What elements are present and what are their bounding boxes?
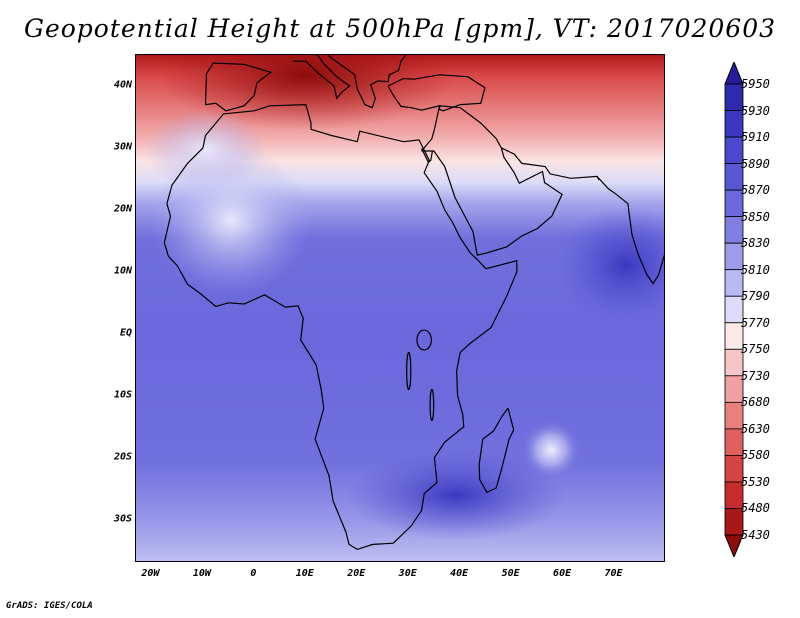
southern-africa-high bbox=[346, 450, 566, 540]
colorbar-bottom-triangle bbox=[724, 534, 744, 557]
colorbar-level-label: 5580 bbox=[741, 448, 770, 463]
sinai-coast bbox=[421, 148, 433, 164]
indian-ocean-cell bbox=[521, 420, 581, 480]
lake-outline bbox=[416, 329, 432, 351]
lat-tick-label: 30S bbox=[113, 513, 132, 525]
colorbar-level-label: 5850 bbox=[741, 209, 770, 224]
lat-tick-label: EQ bbox=[119, 327, 132, 339]
colorbar-level-label: 5810 bbox=[741, 262, 770, 277]
colorbar-level-label: 5770 bbox=[741, 315, 770, 330]
colorbar-level-label: 5870 bbox=[741, 183, 770, 198]
lat-tick-label: 20N bbox=[113, 203, 132, 215]
lat-tick-label: 20S bbox=[113, 451, 132, 463]
map-panel bbox=[135, 54, 665, 562]
colorbar-level-label: 5630 bbox=[741, 421, 770, 436]
turkey-coast bbox=[387, 74, 486, 112]
lon-tick-label: 20W bbox=[141, 568, 160, 579]
lon-tick-label: 20E bbox=[347, 568, 366, 579]
colorbar-level-label: 5830 bbox=[741, 236, 770, 251]
colorbar-level-label: 5790 bbox=[741, 289, 770, 304]
lon-tick-label: 60E bbox=[553, 568, 572, 579]
colorbar-level-label: 5950 bbox=[741, 77, 770, 91]
lon-tick-label: 30E bbox=[398, 568, 417, 579]
lat-tick-label: 30N bbox=[113, 141, 132, 153]
iran-coast bbox=[501, 147, 600, 181]
colorbar bbox=[724, 62, 744, 557]
north-low-core bbox=[156, 55, 456, 130]
map-title: Geopotential Height at 500hPa [gpm], VT:… bbox=[23, 14, 777, 43]
africa-coast bbox=[163, 103, 518, 551]
italy-coast bbox=[292, 55, 351, 100]
lake-outline bbox=[406, 351, 412, 391]
lat-tick-label: 10S bbox=[113, 389, 132, 401]
balkans-coast bbox=[326, 55, 407, 109]
height-field-map bbox=[136, 55, 664, 561]
lon-tick-label: 50E bbox=[501, 568, 520, 579]
india-coast bbox=[596, 175, 664, 285]
colorbar-level-label: 5680 bbox=[741, 395, 770, 410]
lon-tick-label: 0 bbox=[250, 568, 257, 579]
colorbar-level-label: 5530 bbox=[741, 474, 770, 489]
lon-tick-label: 10E bbox=[295, 568, 314, 579]
arabian-sea-high bbox=[556, 205, 664, 325]
colorbar-level-label: 5730 bbox=[741, 368, 770, 383]
colorbar-level-label: 5430 bbox=[741, 528, 770, 542]
colorbar-level-label: 5910 bbox=[741, 130, 770, 145]
footer-credit: GrADS: IGES/COLA bbox=[6, 601, 93, 611]
colorbar-level-label: 5480 bbox=[741, 501, 770, 516]
lon-tick-label: 10W bbox=[192, 568, 211, 579]
madagascar-coast bbox=[478, 407, 515, 494]
lat-tick-label: 40N bbox=[113, 79, 132, 91]
lake-outline bbox=[429, 388, 435, 422]
colorbar-level-label: 5750 bbox=[741, 342, 770, 357]
lon-tick-label: 40E bbox=[450, 568, 469, 579]
lat-tick-label: 10N bbox=[113, 265, 132, 277]
colorbar-level-label: 5930 bbox=[741, 103, 770, 118]
arabia-coast bbox=[421, 105, 563, 256]
atlantic-ridge bbox=[146, 110, 266, 190]
coastlines bbox=[163, 55, 664, 551]
colorbar-level-label: 5890 bbox=[741, 156, 770, 171]
lon-tick-label: 70E bbox=[604, 568, 623, 579]
iberia-coast bbox=[204, 62, 273, 112]
